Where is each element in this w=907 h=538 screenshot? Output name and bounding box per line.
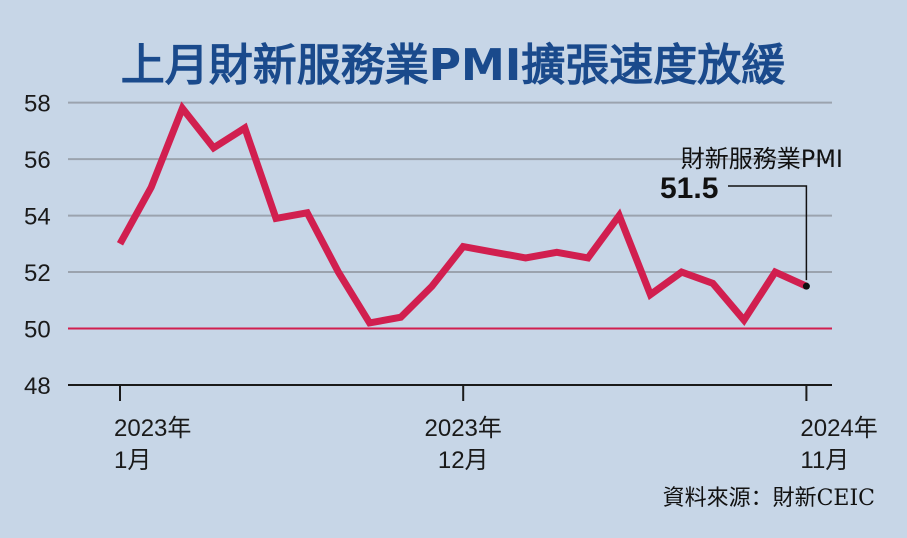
source-note: 資料來源：財新CEIC <box>663 486 875 511</box>
x-tick-label-22-year: 2024年 <box>800 415 877 442</box>
x-tick-label-0-month: 1月 <box>114 447 151 474</box>
y-tick-label-52: 52 <box>24 260 51 287</box>
x-tick-label-22-month: 11月 <box>800 447 849 474</box>
y-tick-label-48: 48 <box>24 373 51 400</box>
y-tick-label-58: 58 <box>24 91 51 118</box>
y-tick-label-56: 56 <box>24 147 51 174</box>
callout-leader-line <box>728 185 808 281</box>
series-line-caixin-services-pmi <box>116 101 808 327</box>
chart-title: 上月財新服務業PMI擴張速度放緩 <box>121 40 786 91</box>
y-tick-label-54: 54 <box>24 204 51 231</box>
last-point-marker <box>802 282 810 290</box>
x-tick-label-11-month: 12月 <box>438 447 489 474</box>
y-tick-label-50: 50 <box>24 317 51 344</box>
x-tick-label-0-year: 2023年 <box>114 415 191 442</box>
x-tick-label-11-year: 2023年 <box>425 415 502 442</box>
callout-label: 財新服務業PMI <box>681 145 843 173</box>
callout-value: 51.5 <box>660 172 718 205</box>
